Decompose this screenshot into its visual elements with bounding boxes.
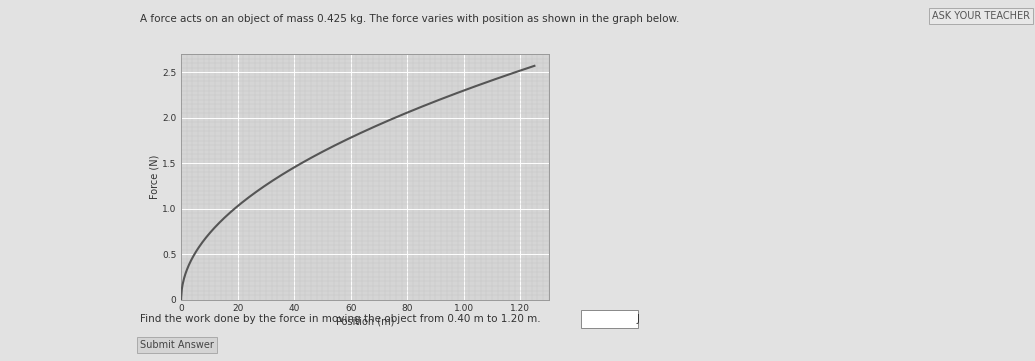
X-axis label: Position (m): Position (m) — [335, 316, 394, 326]
Text: Submit Answer: Submit Answer — [140, 340, 213, 350]
Y-axis label: Force (N): Force (N) — [149, 155, 159, 199]
Text: J: J — [637, 314, 640, 324]
Text: ASK YOUR TEACHER: ASK YOUR TEACHER — [932, 11, 1030, 21]
Text: A force acts on an object of mass 0.425 kg. The force varies with position as sh: A force acts on an object of mass 0.425 … — [140, 14, 679, 25]
Text: Find the work done by the force in moving the object from 0.40 m to 1.20 m.: Find the work done by the force in movin… — [140, 314, 540, 324]
